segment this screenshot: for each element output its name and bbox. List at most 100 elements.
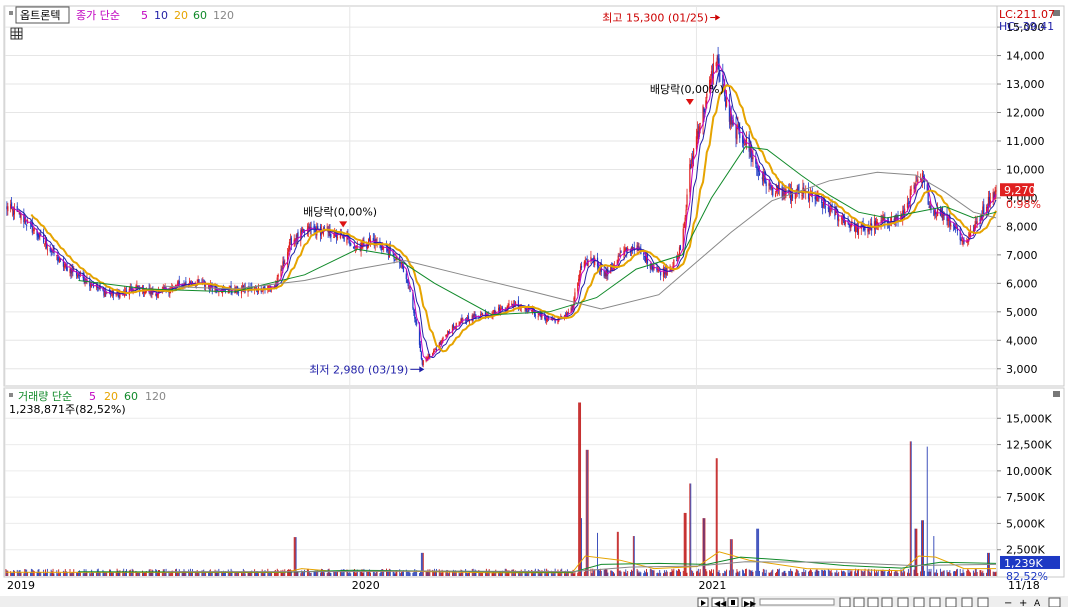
candle-body: [950, 224, 952, 227]
candle-body: [867, 228, 869, 232]
candle-body: [830, 206, 832, 208]
candle-body: [420, 352, 422, 360]
stock-name[interactable]: 옵트론텍: [20, 9, 60, 22]
candle-body: [70, 269, 72, 274]
candle-body: [981, 214, 983, 218]
candle-body: [64, 263, 66, 268]
candle-body: [412, 291, 414, 309]
candle-body: [765, 181, 767, 187]
candle-body: [19, 211, 21, 218]
candle-body: [151, 290, 153, 295]
candle-body: [857, 227, 860, 235]
candle-body: [508, 303, 510, 306]
stock-name-box[interactable]: [15, 6, 70, 24]
volume-axis-label: 7,500K: [1006, 491, 1045, 504]
candle-body: [290, 237, 292, 246]
high-marker-arrowhead: [715, 14, 721, 21]
candle-body: [448, 331, 450, 334]
candle-body: [211, 287, 213, 292]
candle-body: [629, 249, 632, 253]
candle-body: [11, 208, 14, 211]
candle-body: [441, 340, 443, 342]
candle-body: [718, 58, 720, 77]
candle-body: [544, 314, 546, 320]
bottom-toolbar: [0, 596, 1068, 607]
candle-body: [468, 321, 471, 323]
candle-body: [394, 260, 396, 262]
minus-icon[interactable]: −: [1004, 598, 1012, 609]
candle-body: [574, 292, 576, 300]
price-ma-period-10: 10: [154, 9, 168, 22]
candle-body: [381, 246, 383, 251]
tool-button-2[interactable]: [853, 597, 865, 608]
candle-body: [933, 210, 935, 216]
tool-button-6[interactable]: [913, 597, 925, 608]
draw-icon[interactable]: A: [1034, 599, 1041, 609]
candle-body: [46, 249, 48, 251]
tool-button-3[interactable]: [867, 597, 879, 608]
tool-button-5[interactable]: [897, 597, 909, 608]
candle-body: [511, 303, 513, 305]
tool-button-11[interactable]: [1048, 597, 1061, 608]
candle-body: [242, 285, 244, 292]
dividend-marker-icon: [685, 98, 694, 105]
dividend-marker-icon: [339, 221, 348, 228]
candle-body: [354, 246, 357, 248]
candle-body: [921, 173, 924, 181]
tool-button-10[interactable]: [977, 597, 989, 608]
candle-body: [501, 307, 503, 310]
tool-button-7[interactable]: [929, 597, 941, 608]
candle-body: [409, 289, 411, 292]
tool-button-1[interactable]: [839, 597, 851, 608]
price-panel-menu-icon[interactable]: [1053, 10, 1060, 16]
candle-body: [353, 246, 356, 248]
candle-body: [684, 217, 686, 228]
low-marker-arrowhead: [419, 366, 425, 373]
plus-icon[interactable]: +: [1019, 598, 1027, 609]
candle-body: [850, 224, 852, 228]
candle-body: [785, 189, 787, 196]
tool-button-4[interactable]: [881, 597, 893, 608]
candle-body: [554, 319, 556, 323]
price-axis-label: 13,000: [1006, 78, 1045, 91]
settings-grid-icon[interactable]: [10, 27, 23, 40]
candle-body: [136, 285, 138, 288]
zoom-slider[interactable]: [759, 598, 835, 606]
candle-body: [829, 208, 831, 215]
volume-panel-menu-icon[interactable]: [1053, 391, 1060, 397]
candle-body: [130, 287, 132, 291]
candle-body: [985, 206, 988, 212]
candle-body: [208, 285, 211, 290]
candle-body: [178, 280, 180, 284]
candle-body: [973, 226, 975, 233]
candle-body: [92, 286, 95, 288]
candle-body: [157, 293, 159, 296]
candle-body: [188, 284, 190, 286]
candle-body: [790, 188, 793, 202]
candle-body: [849, 224, 851, 228]
price-ma-period-5: 5: [141, 9, 148, 22]
candle-body: [369, 239, 372, 243]
price-axis-label: 8,000: [1006, 220, 1038, 233]
candle-body: [287, 249, 290, 252]
candle-body: [43, 234, 45, 243]
candle-body: [13, 207, 16, 215]
candle-body: [692, 156, 694, 160]
candle-body: [500, 308, 503, 309]
candle-body: [297, 231, 299, 239]
candle-body: [380, 244, 382, 248]
candle-body: [541, 314, 543, 318]
candle-body: [110, 293, 113, 295]
date-axis-label: 2019: [7, 579, 35, 592]
candle-body: [427, 356, 429, 360]
candle-body: [517, 300, 519, 309]
tool-button-8[interactable]: [945, 597, 957, 608]
candle-body: [339, 233, 341, 238]
tool-button-9[interactable]: [961, 597, 973, 608]
volume-axis-label: 2,500K: [1006, 544, 1045, 557]
candle-body: [79, 272, 81, 275]
candle-body: [414, 312, 416, 319]
candle-body: [90, 284, 92, 288]
candle-body: [954, 226, 957, 229]
candle-body: [706, 93, 708, 99]
